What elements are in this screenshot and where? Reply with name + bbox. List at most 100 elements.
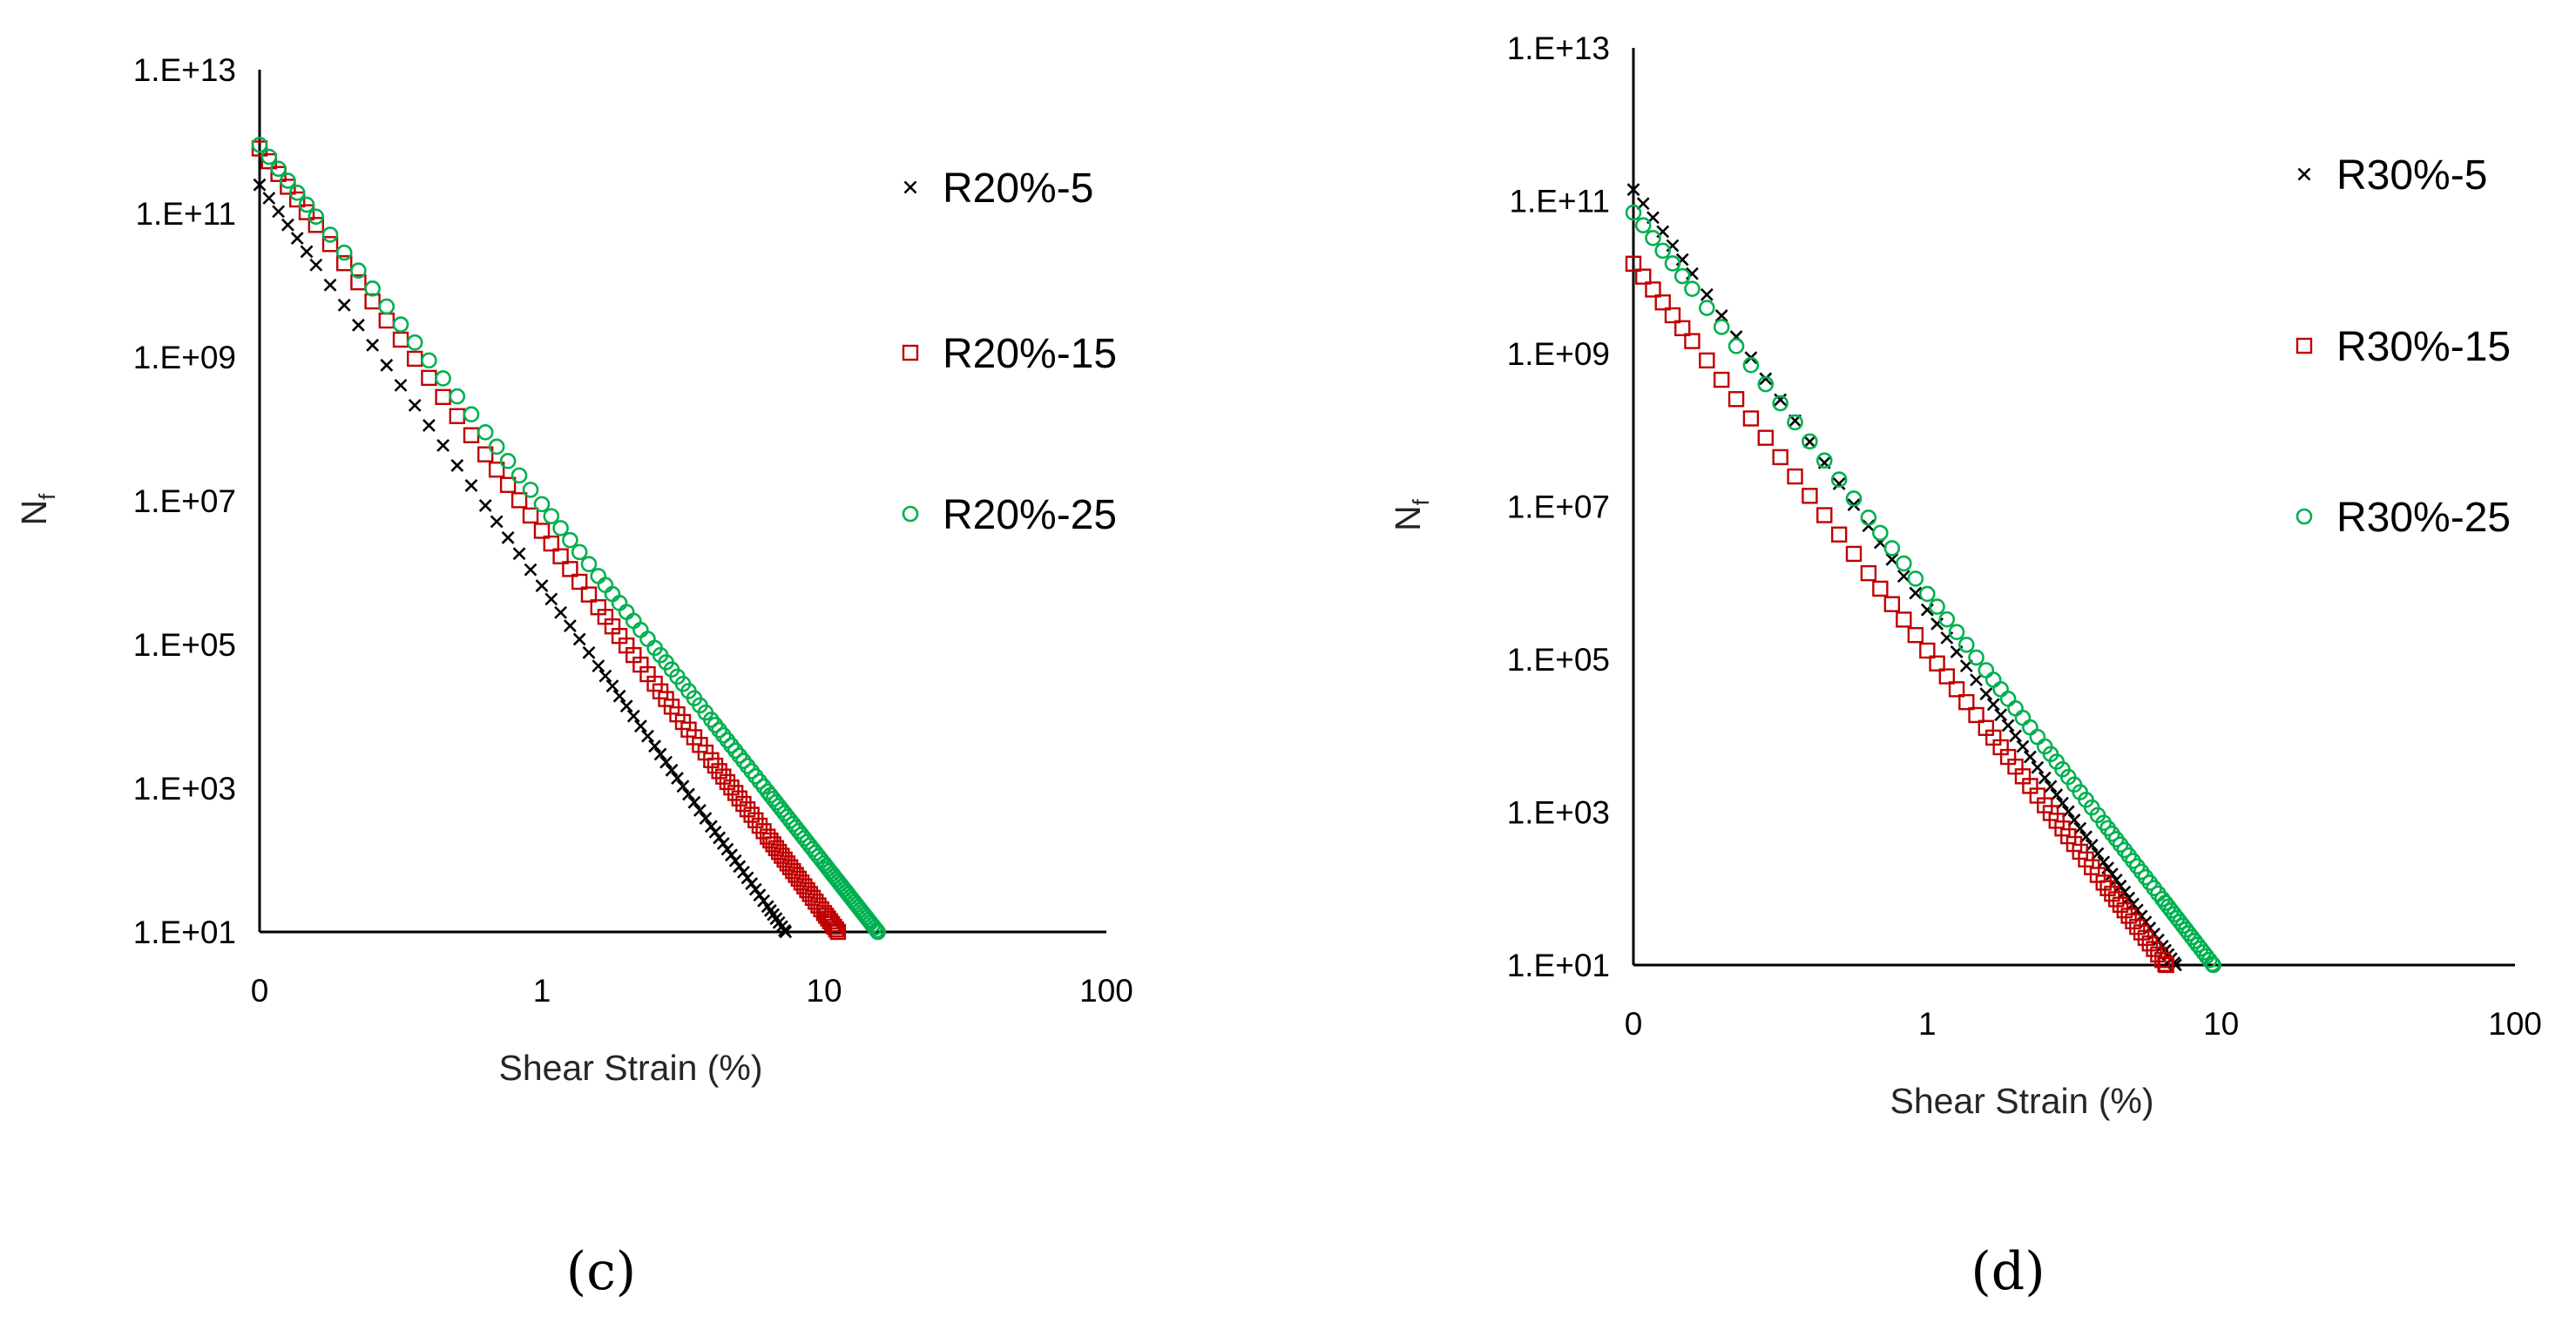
data-point <box>321 226 339 243</box>
data-point <box>1938 611 1956 628</box>
data-point <box>522 482 539 498</box>
data-point-stroke-b <box>450 459 464 472</box>
data-point <box>1625 204 1642 221</box>
data-point <box>323 278 337 292</box>
data-point <box>350 262 367 279</box>
data-point <box>337 298 351 312</box>
data-point <box>477 424 494 441</box>
data-point-stroke-b <box>272 205 286 219</box>
data-point-stroke-b <box>605 679 619 693</box>
x-tick-label: 10 <box>2203 1006 2239 1042</box>
data-point <box>648 739 662 753</box>
data-point <box>866 919 883 936</box>
data-point <box>2141 935 2158 952</box>
series-R20%-15 <box>251 140 847 941</box>
data-point <box>2118 885 2132 899</box>
data-point <box>1634 217 1652 233</box>
data-point-stroke-b <box>693 803 707 817</box>
data-point-stroke-b <box>626 709 640 723</box>
data-point <box>1948 681 1965 698</box>
data-point-stroke-b <box>2001 719 2015 732</box>
data-point <box>1802 435 1816 449</box>
data-point <box>2105 867 2119 881</box>
data-point <box>1958 693 1975 711</box>
data-point-stroke-b <box>2105 867 2119 881</box>
data-point <box>488 438 505 456</box>
y-tick-label: 1.E+07 <box>1507 489 1610 525</box>
data-point <box>1909 586 1923 600</box>
data-point-stroke-b <box>323 278 337 292</box>
data-point-stroke-b <box>1759 372 1773 386</box>
data-point <box>1978 662 1995 678</box>
data-point <box>392 316 409 333</box>
x-tick-label: 0 <box>1625 1006 1643 1042</box>
data-point-stroke-b <box>1802 435 1816 449</box>
data-point <box>1968 706 1984 724</box>
legend-label: R20%-25 <box>943 492 1117 538</box>
data-point <box>1907 570 1924 587</box>
data-point-stroke-b <box>380 358 394 372</box>
data-point <box>463 406 480 423</box>
data-point <box>449 408 465 424</box>
data-point <box>563 619 577 633</box>
data-point <box>2129 918 2146 935</box>
data-point <box>604 585 621 603</box>
data-point-stroke-b <box>524 563 538 577</box>
data-point <box>298 196 315 213</box>
data-point-stroke-b <box>2023 750 2037 764</box>
x-tick-label: 1 <box>533 973 551 1009</box>
data-point-stroke-b <box>408 398 422 412</box>
data-point-stroke-b <box>757 894 770 908</box>
data-point <box>747 812 764 828</box>
data-point-stroke-b <box>1909 586 1923 600</box>
data-point <box>290 232 304 245</box>
data-point <box>1862 519 1876 533</box>
data-point <box>1774 393 1788 407</box>
data-point <box>571 543 588 561</box>
data-point <box>2116 901 2133 919</box>
data-point <box>321 236 339 253</box>
data-point <box>1664 255 1681 272</box>
data-point-stroke-b <box>1714 309 1728 322</box>
data-point <box>1986 698 2000 712</box>
data-point-stroke-b <box>653 747 667 761</box>
data-point <box>262 192 276 205</box>
data-point <box>253 178 267 192</box>
data-point-stroke-b <box>300 245 314 259</box>
data-point <box>1742 356 1760 374</box>
data-point <box>1816 507 1833 523</box>
data-point <box>1700 287 1714 301</box>
data-point <box>351 318 365 332</box>
data-point <box>421 352 437 369</box>
data-point <box>2153 952 2171 969</box>
data-point <box>1772 395 1788 412</box>
data-point-stroke-b <box>478 499 492 512</box>
y-tick-label: 1.E+01 <box>1507 948 1610 983</box>
data-point <box>626 709 640 723</box>
data-point <box>633 719 647 733</box>
data-point <box>522 507 539 524</box>
data-point-stroke-b <box>2009 729 2022 743</box>
data-point <box>592 659 605 673</box>
data-point <box>544 592 558 606</box>
data-point <box>2023 750 2037 764</box>
data-point <box>1757 375 1775 393</box>
data-point-stroke-b <box>572 632 586 646</box>
data-point <box>512 547 526 561</box>
x-tick-label: 1 <box>1918 1006 1937 1042</box>
data-point <box>1742 410 1760 427</box>
data-point <box>308 217 324 233</box>
data-point <box>687 795 701 809</box>
data-point-stroke-b <box>720 842 734 856</box>
data-point <box>639 631 656 647</box>
data-point <box>543 535 559 552</box>
data-point <box>533 523 551 539</box>
data-point <box>1664 307 1681 324</box>
data-point <box>1787 468 1803 485</box>
data-point <box>2007 699 2024 717</box>
data-point-stroke-b <box>436 438 450 452</box>
legend-marker-R20%-15 <box>902 344 919 361</box>
data-point <box>435 370 451 387</box>
y-tick-label: 1.E+09 <box>133 340 236 375</box>
data-point <box>407 350 423 368</box>
